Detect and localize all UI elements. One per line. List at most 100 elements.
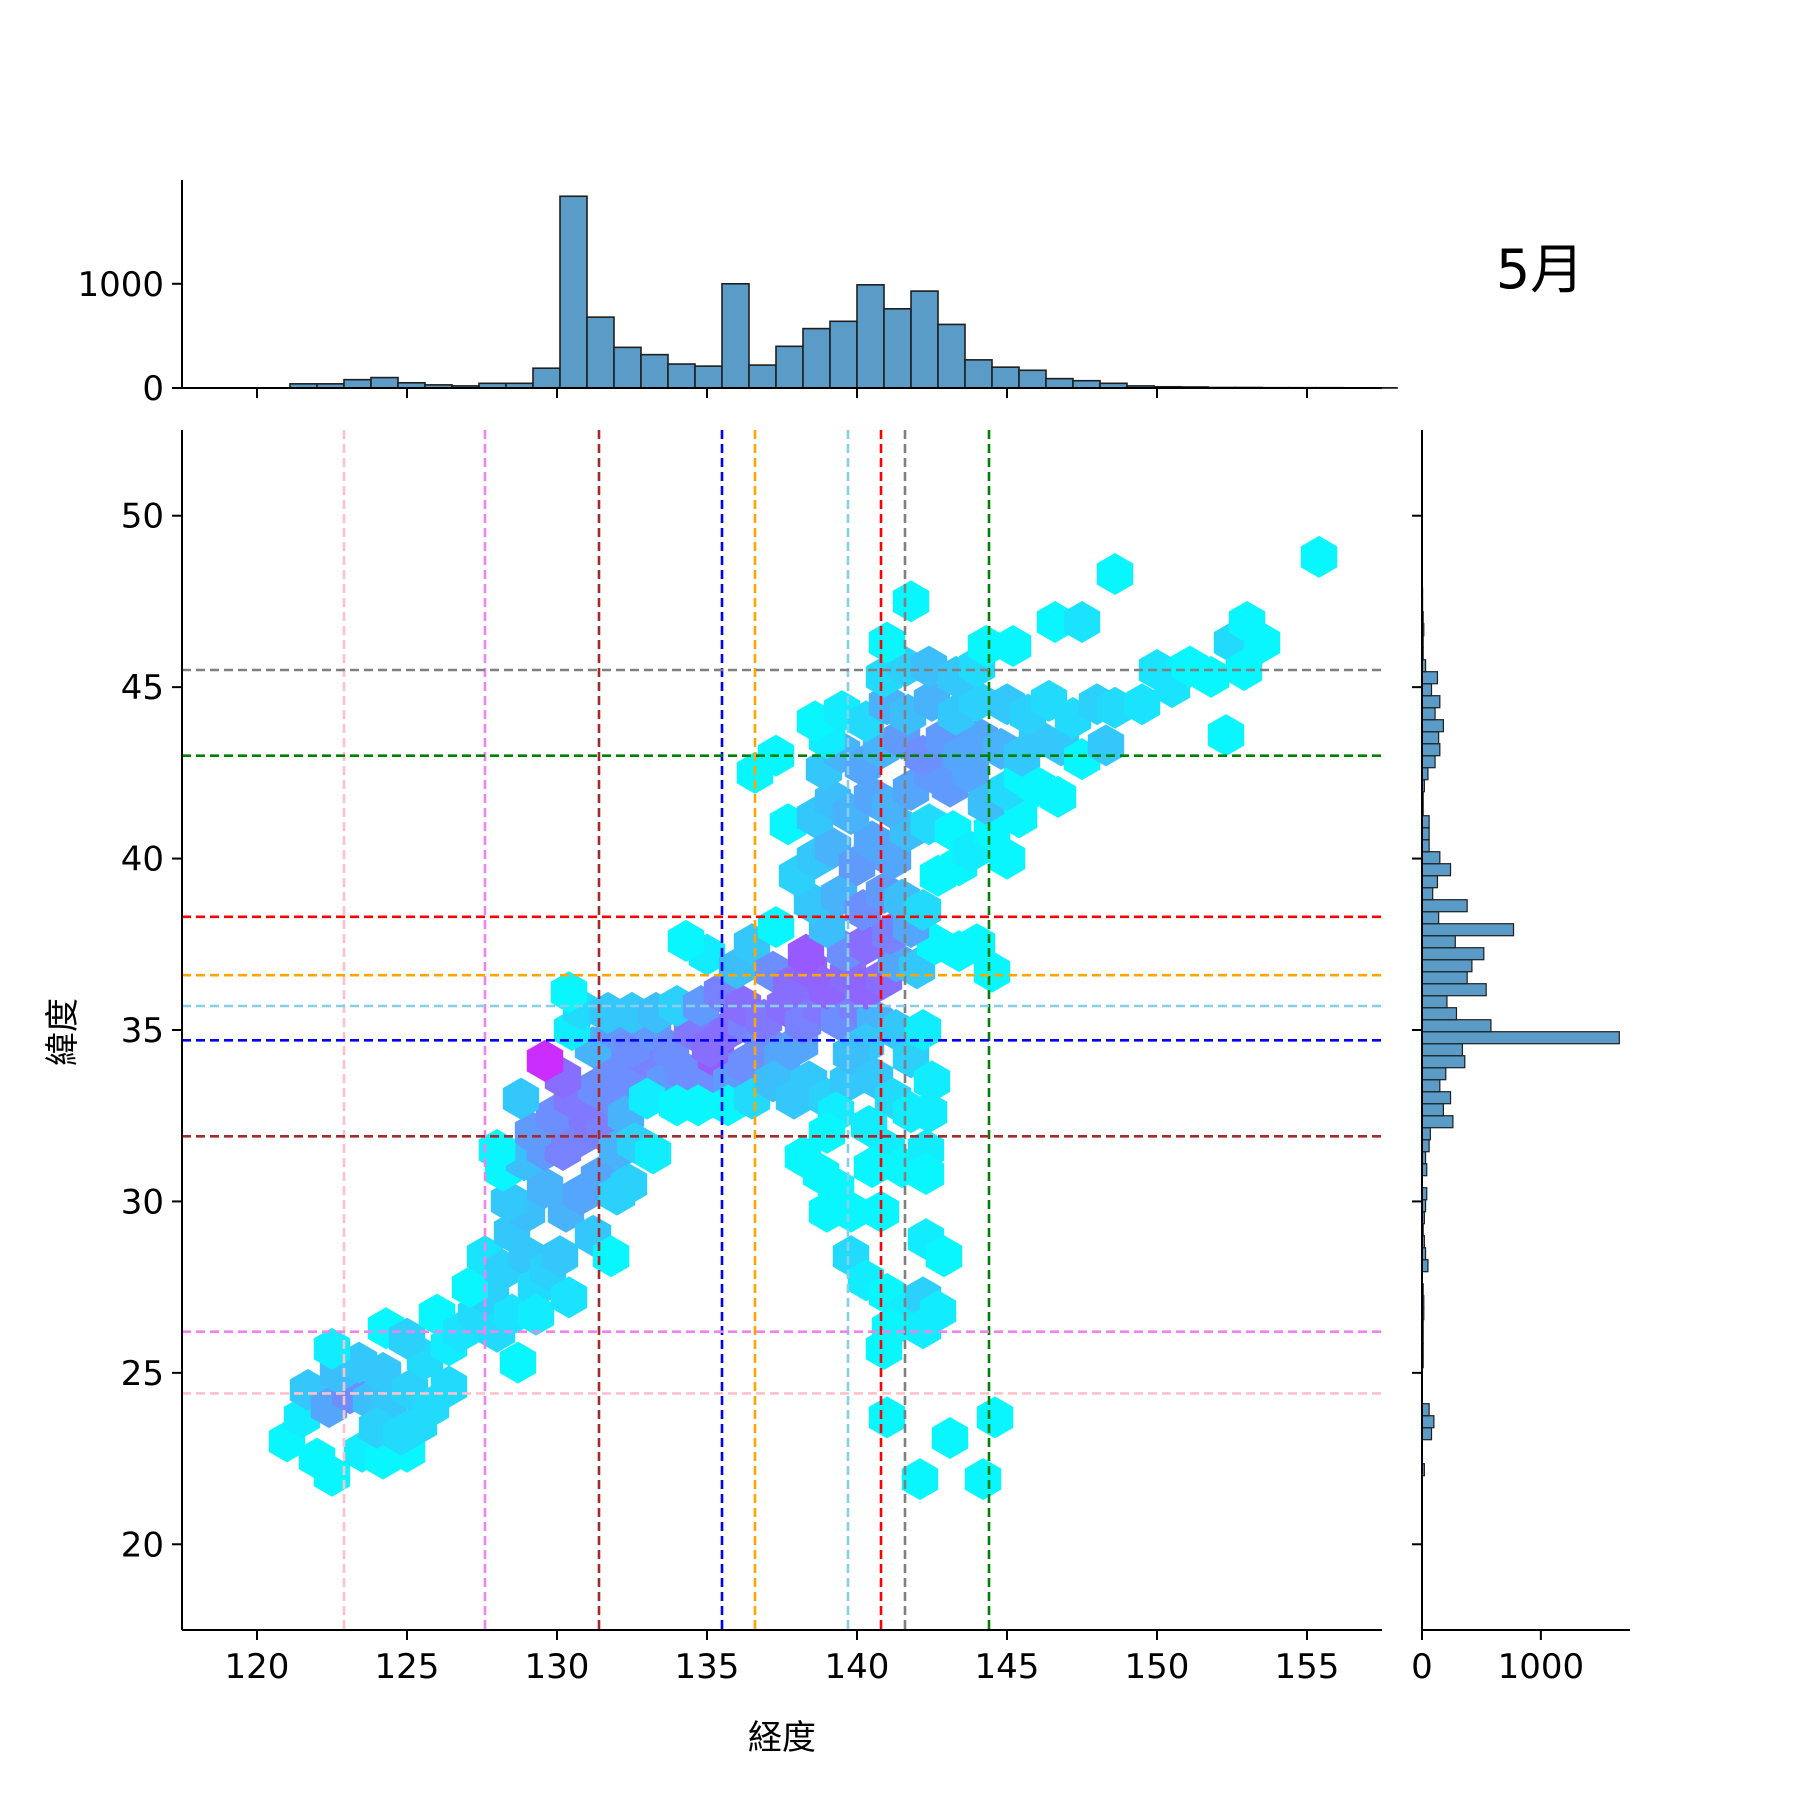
right-hist-bar bbox=[1421, 815, 1430, 829]
right-hist-bar bbox=[1421, 695, 1441, 709]
x-tick-label: 155 bbox=[1275, 1647, 1340, 1687]
hexbin-cell bbox=[502, 1077, 540, 1120]
top-hist-bar bbox=[1018, 369, 1047, 389]
hexbin-cell bbox=[868, 621, 906, 664]
right-hist-bar bbox=[1421, 1427, 1433, 1441]
right-hist-bar bbox=[1421, 1139, 1430, 1153]
top-hist-bar bbox=[748, 364, 777, 389]
right-hist-bar bbox=[1421, 683, 1433, 697]
hexbin-cell bbox=[1207, 714, 1245, 757]
top-hist-bar bbox=[343, 378, 372, 389]
hexbin-cell bbox=[1063, 601, 1101, 643]
top-hist-bar bbox=[883, 307, 912, 389]
right-hist-bar bbox=[1421, 827, 1430, 841]
right-histogram: 0 1000 bbox=[1411, 430, 1630, 1687]
top-hist-bar bbox=[721, 282, 750, 389]
top-hist-bar bbox=[640, 353, 669, 389]
hexbin-cells bbox=[268, 535, 1338, 1501]
x-tick-label: 130 bbox=[525, 1647, 590, 1687]
hexbin-cell bbox=[976, 1396, 1014, 1439]
hexbin-cell bbox=[517, 1293, 555, 1336]
top-hist-y-tick-label: 1000 bbox=[77, 265, 164, 305]
x-tick-label: 140 bbox=[825, 1647, 890, 1687]
right-hist-bar bbox=[1421, 875, 1439, 889]
top-hist-y-tick-label: 0 bbox=[142, 369, 164, 409]
hexbin-cell bbox=[634, 1132, 672, 1175]
y-axis-title: 緯度 bbox=[43, 998, 83, 1066]
hexbin-cell bbox=[550, 1276, 588, 1319]
right-hist-bar bbox=[1421, 947, 1485, 961]
hexbin-cell bbox=[862, 1190, 900, 1233]
right-hist-bar bbox=[1421, 995, 1448, 1009]
y-tick-label: 35 bbox=[121, 1011, 164, 1051]
hexbin-cell bbox=[1096, 553, 1134, 595]
right-hist-bar bbox=[1421, 731, 1440, 745]
hexbin-cell bbox=[931, 1417, 969, 1459]
x-tick-label: 145 bbox=[975, 1647, 1040, 1687]
right-hist-bar bbox=[1421, 1079, 1441, 1093]
hexbin-cell bbox=[1123, 683, 1161, 726]
top-hist-bar bbox=[370, 376, 399, 389]
hexbin-cell bbox=[832, 1033, 870, 1075]
x-tick-label: 120 bbox=[225, 1647, 290, 1687]
hexbin-cell bbox=[910, 1091, 948, 1134]
right-hist-bar bbox=[1421, 1091, 1452, 1105]
right-hist-bar bbox=[1421, 935, 1456, 949]
right-hist-bar bbox=[1421, 1007, 1458, 1021]
right-hist-bar bbox=[1421, 1115, 1454, 1129]
hexbin-cell bbox=[478, 1129, 516, 1171]
right-hist-x-tick-label: 1000 bbox=[1498, 1647, 1585, 1687]
y-tick-label: 25 bbox=[121, 1354, 164, 1394]
hexbin-cell bbox=[592, 1235, 630, 1278]
right-hist-bar bbox=[1421, 911, 1440, 925]
hexbin-cell bbox=[541, 1235, 579, 1278]
right-hist-bar bbox=[1421, 923, 1515, 937]
right-hist-bar bbox=[1421, 755, 1436, 769]
right-hist-x-tick-label: 0 bbox=[1411, 1647, 1433, 1687]
main-axes: 120 125 130 135 140 145 150 155 20 25 30 35 40 45 50 bbox=[121, 430, 1382, 1687]
hexbin-cell bbox=[313, 1327, 351, 1370]
right-hist-bar bbox=[1421, 1415, 1435, 1429]
top-hist-bar bbox=[667, 363, 696, 389]
hexbin-cell bbox=[808, 1111, 846, 1154]
right-hist-bar bbox=[1421, 1043, 1464, 1057]
top-hist-bar bbox=[1072, 379, 1101, 389]
right-hist-bar bbox=[1421, 671, 1439, 685]
y-tick-label: 45 bbox=[121, 668, 164, 708]
right-hist-bar bbox=[1421, 899, 1468, 913]
hexbin-cell bbox=[313, 1454, 351, 1497]
right-hist-bar bbox=[1421, 1067, 1447, 1081]
hexbin-cell bbox=[628, 1077, 666, 1120]
top-hist-bar bbox=[1045, 377, 1074, 389]
hexbin-cell bbox=[973, 950, 1011, 993]
hexbin-cell bbox=[892, 580, 930, 623]
top-hist-bar bbox=[559, 195, 588, 389]
hexbin-cell bbox=[925, 1235, 963, 1278]
hexbin-cell bbox=[994, 625, 1032, 667]
hexbin-cell bbox=[907, 1153, 945, 1195]
right-hist-bar bbox=[1421, 887, 1434, 901]
right-hist-bar bbox=[1421, 983, 1487, 997]
hexbin-cell bbox=[787, 933, 825, 976]
top-hist-bar bbox=[964, 359, 993, 389]
right-hist-bar bbox=[1421, 743, 1441, 757]
hexbin-cell bbox=[904, 889, 942, 931]
top-hist-bar bbox=[829, 320, 858, 389]
x-axis-title: 経度 bbox=[748, 1718, 816, 1758]
top-hist-bar bbox=[586, 316, 615, 389]
hexbin-cell bbox=[430, 1365, 468, 1408]
hexbin-cell bbox=[679, 1084, 717, 1127]
top-hist-bar bbox=[532, 367, 561, 389]
right-hist-bar bbox=[1421, 1127, 1431, 1141]
hexbin-cell bbox=[832, 1190, 870, 1233]
right-hist-bar bbox=[1421, 707, 1436, 721]
top-histogram: 0 1000 bbox=[77, 180, 1398, 409]
right-hist-bar bbox=[1421, 1031, 1620, 1045]
y-tick-label: 20 bbox=[121, 1525, 164, 1565]
month-label: 5月 bbox=[1496, 238, 1584, 301]
top-hist-bar bbox=[802, 327, 831, 389]
hexbin-cell bbox=[865, 1327, 903, 1370]
hexbin-cell bbox=[388, 1317, 426, 1360]
x-tick-label: 125 bbox=[375, 1647, 440, 1687]
